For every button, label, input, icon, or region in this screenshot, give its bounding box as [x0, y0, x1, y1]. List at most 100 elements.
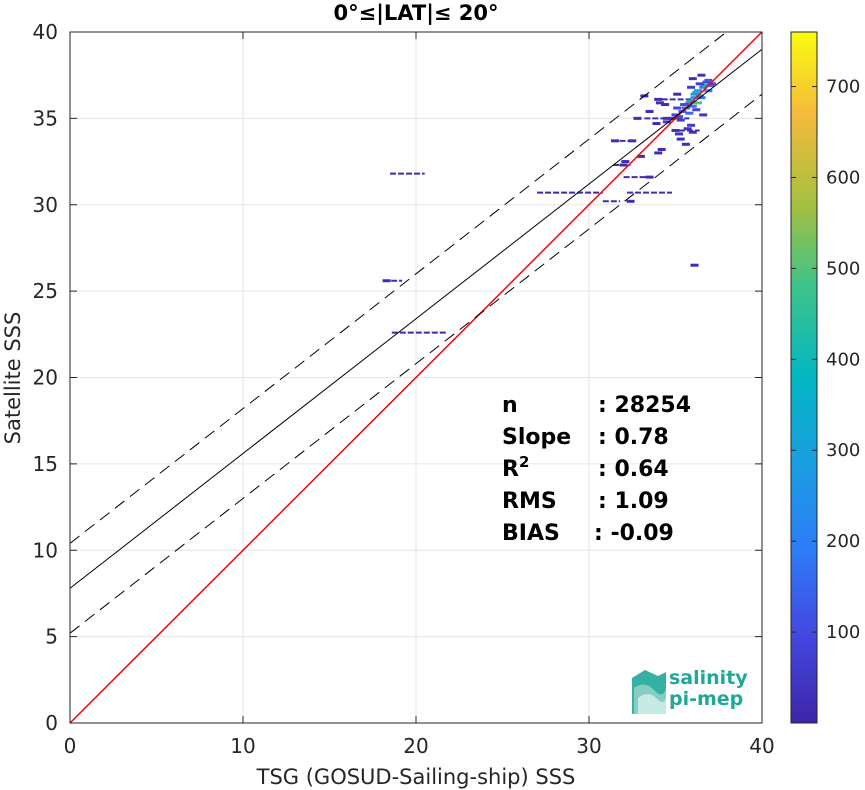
density-cell [671, 113, 680, 117]
axis-ticks: 0 10 20 30 40 0 5 10 15 20 25 30 35 40 [33, 20, 775, 758]
x-axis-title: TSG (GOSUD-Sailing-ship) SSS [256, 765, 576, 789]
density-cell [657, 147, 666, 151]
density-cell [702, 80, 711, 84]
density-cell [707, 82, 716, 86]
density-cell [676, 118, 685, 122]
stat-label: Slope [502, 425, 571, 450]
stat-label: RMS [502, 489, 557, 514]
density-cell [652, 122, 661, 126]
stat-value: : 28254 [598, 393, 691, 418]
colorbar-tick-label: 400 [826, 349, 860, 370]
colorbar-tick-label: 600 [826, 167, 860, 188]
density-cell [687, 123, 696, 127]
density-cell [693, 89, 702, 93]
density-cell [654, 151, 663, 155]
logo-waves-icon [632, 670, 666, 714]
density-cell [681, 142, 690, 146]
stat-label: BIAS [502, 521, 560, 546]
density-cell [645, 109, 654, 113]
y-tick-label: 35 [33, 106, 58, 130]
density-cell [662, 116, 671, 120]
x-tick-label: 30 [576, 734, 601, 758]
x-tick-label: 10 [230, 734, 255, 758]
density-cell [676, 137, 685, 141]
density-cell [699, 85, 708, 89]
density-cell [683, 127, 692, 131]
y-tick-label: 5 [45, 625, 58, 649]
stat-value: : 0.64 [598, 457, 669, 482]
stat-value: : -0.09 [594, 521, 674, 546]
density-cell [685, 111, 694, 115]
density-cell [699, 113, 708, 117]
density-cell [704, 78, 713, 82]
line-identity [70, 32, 762, 723]
line-regression [70, 48, 762, 589]
density-cell [673, 92, 682, 96]
density-cell [382, 279, 391, 283]
density-cell [697, 96, 706, 100]
density-cell [671, 128, 680, 132]
y-tick-label: 25 [33, 279, 58, 303]
density-cell [685, 101, 694, 105]
density-cell [695, 94, 704, 98]
colorbar-tick-label: 200 [826, 531, 860, 552]
density-cell [654, 97, 663, 101]
density-cell [690, 96, 699, 100]
stat-value: : 0.78 [598, 425, 669, 450]
stat-value: : 1.09 [598, 489, 669, 514]
density-cell [655, 101, 664, 105]
line-regression-lower [70, 93, 762, 634]
y-tick-label: 40 [33, 20, 58, 44]
density-cell [688, 130, 697, 134]
density-cell [700, 84, 709, 88]
density-cell [621, 160, 630, 164]
y-tick-label: 20 [33, 366, 58, 390]
salinity-pi-mep-logo: salinity pi-mep [632, 667, 748, 714]
stat-label: n [502, 393, 518, 418]
stats-box: n : 28254 Slope : 0.78 R2 : 0.64 RMS : 1.09 BIAS… [502, 393, 691, 546]
y-tick-label: 30 [33, 193, 58, 217]
colorbar: 100 200 300 400 500 600 700 [790, 31, 860, 724]
density-cell [706, 84, 715, 88]
colorbar-tick-label: 100 [826, 622, 860, 643]
density-cell [697, 73, 706, 77]
density-cell [619, 163, 628, 167]
density-cell [636, 154, 645, 158]
density-cell [668, 116, 677, 120]
chart-title: 0°≤|LAT|≤ 20° [333, 1, 498, 26]
density-cell [680, 103, 689, 107]
colorbar-tick-label: 500 [826, 258, 860, 279]
density-cell [690, 92, 699, 96]
line-regression-upper [70, 32, 728, 544]
colorbar-ticks: 100 200 300 400 500 600 700 [791, 77, 860, 643]
density-cell [610, 139, 619, 143]
density-cell [693, 101, 702, 105]
data-marks [382, 73, 716, 334]
density-cell [687, 85, 696, 89]
density-cell [674, 132, 683, 136]
colorbar-tick-label: 300 [826, 440, 860, 461]
x-tick-label: 40 [749, 734, 774, 758]
logo-line2: pi-mep [669, 688, 743, 710]
colorbar-tick-label: 700 [826, 77, 860, 98]
density-cell [674, 115, 683, 119]
density-cell [661, 103, 670, 107]
density-cell [673, 106, 682, 110]
density-cell [628, 139, 637, 143]
density-cell [645, 175, 654, 179]
x-tick-label: 0 [64, 734, 77, 758]
stat-label: R2 [502, 453, 529, 482]
y-axis-title: Satellite SSS [1, 312, 25, 445]
density-cell [688, 104, 697, 108]
density-cell [687, 99, 696, 103]
colorbar-gradient [790, 31, 818, 724]
density-cell [626, 199, 635, 203]
x-tick-label: 20 [403, 734, 428, 758]
stat-label-superscript: 2 [519, 453, 529, 471]
density-cell [688, 77, 697, 81]
y-tick-label: 0 [45, 711, 58, 735]
regression-lines [70, 32, 762, 723]
logo-line1: salinity [669, 667, 748, 689]
y-tick-label: 15 [33, 452, 58, 476]
